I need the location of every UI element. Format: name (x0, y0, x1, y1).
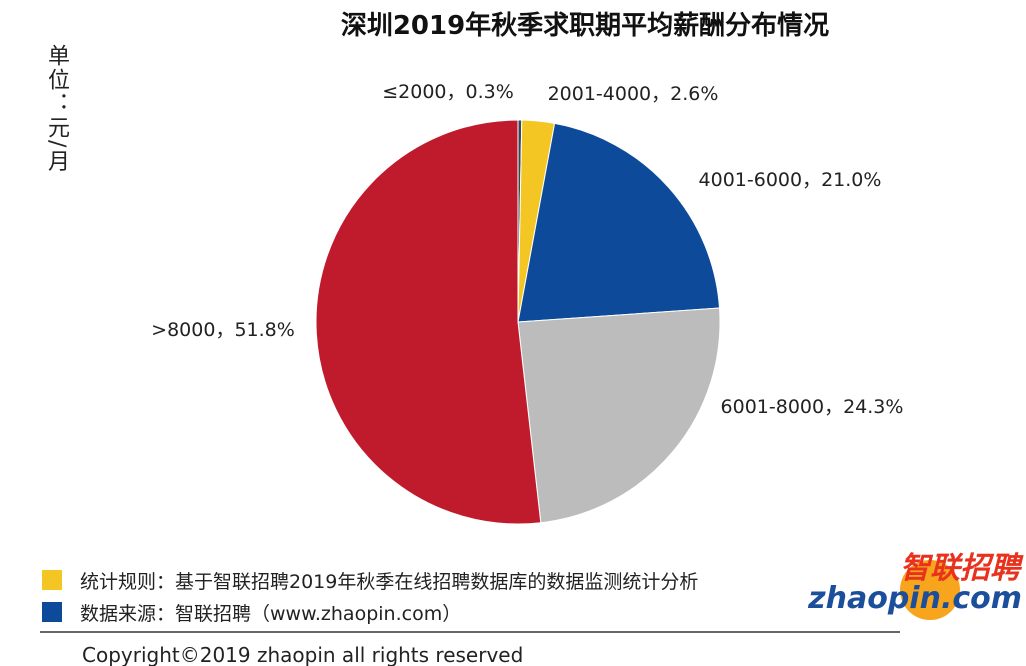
pie-slice (517, 122, 721, 323)
logo-name: 智联招聘 (900, 551, 1024, 586)
slice-label: 2001-4000，2.6% (548, 83, 719, 105)
note: 数据来源：智联招聘（www.zhaopin.com） (80, 603, 461, 625)
note: 统计规则：基于智联招聘2019年秋季在线招聘数据库的数据监测统计分析 (80, 571, 698, 593)
slice-label: >8000，51.8% (151, 319, 295, 341)
chart-title: 深圳2019年秋季求职期平均薪酬分布情况 (341, 10, 829, 41)
pie-slice (315, 119, 542, 525)
note-marker (42, 570, 62, 590)
logo-domain: zhaopin.com (807, 581, 1022, 616)
note-marker (42, 602, 62, 622)
pie (315, 119, 721, 525)
logo-circle (900, 560, 960, 620)
pie-slice (517, 307, 721, 524)
slice-label: 4001-6000，21.0% (699, 169, 882, 191)
slice-label: 6001-8000，24.3% (721, 396, 904, 418)
copyright: Copyright©2019 zhaopin all rights reserv… (82, 643, 523, 666)
slice-label: ≤2000，0.3% (382, 81, 514, 103)
unit-label: 单位：元/月 (44, 44, 69, 174)
